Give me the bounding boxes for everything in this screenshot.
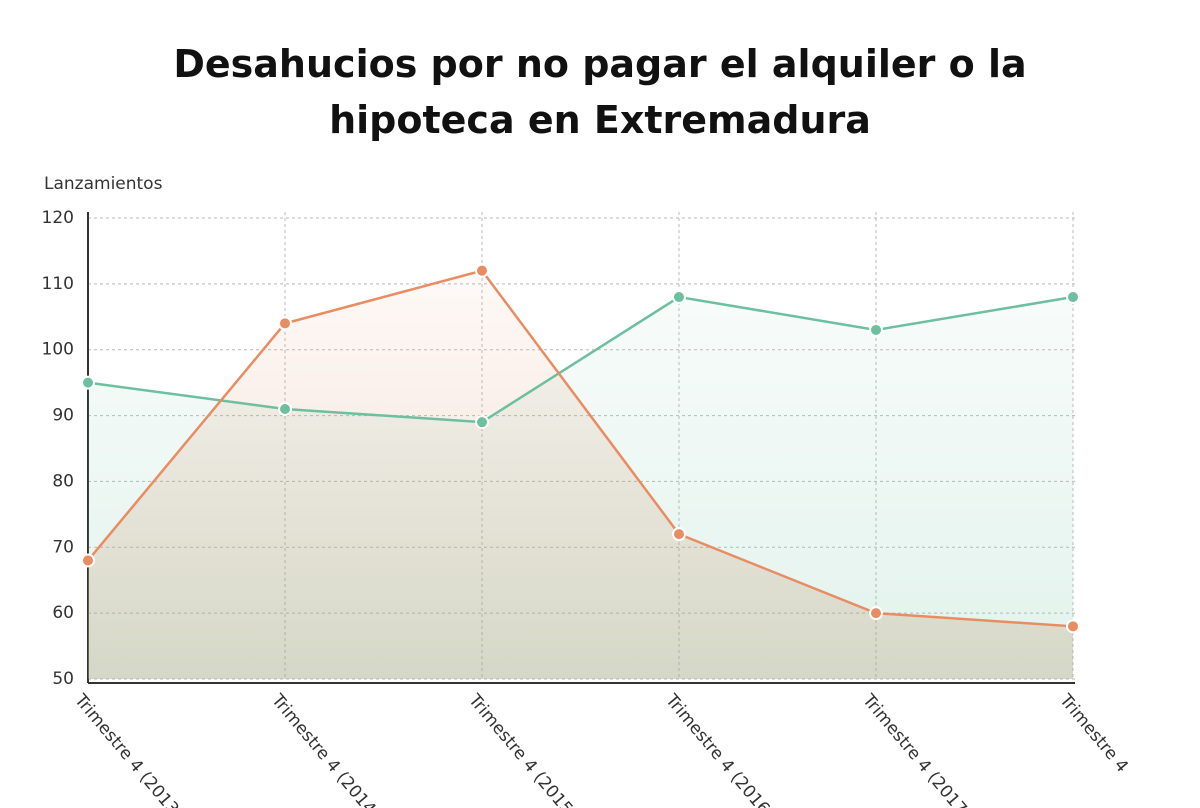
y-tick-label: 110 [42,274,74,294]
point [475,263,489,278]
point [672,290,686,305]
x-tick-label: Trimestre 4 (2014) [267,690,384,808]
y-tick-label: 50 [52,669,74,689]
point [278,316,292,331]
point [869,322,883,337]
y-tick-label: 60 [52,603,74,623]
y-tick-label: 120 [42,208,74,228]
y-tick-label: 90 [52,406,74,426]
y-tick-label: 80 [52,471,74,491]
point [81,375,95,390]
point [869,606,883,621]
x-tick-label: Trimestre 4 (2013) [70,690,187,808]
area [88,270,1073,679]
y-tick-label: 100 [42,340,74,360]
x-tick-label: Trimestre 4 (2015) [464,690,581,808]
line [87,269,1074,628]
line [87,295,1074,424]
chart-title: Desahucios por no pagar el alquiler o la… [173,42,1027,142]
point [1066,290,1080,305]
point [1066,619,1080,634]
point [278,401,292,416]
point [672,527,686,542]
x-tick-label: Trimestre 4 (2016) [661,690,778,808]
y-tick-label: 70 [52,537,74,557]
point [81,553,95,568]
x-tick-label: Trimestre 4 [1055,690,1132,777]
point [475,415,489,430]
x-tick-label: Trimestre 4 (2017) [858,690,975,808]
y-axis-title: Lanzamientos [44,174,163,194]
